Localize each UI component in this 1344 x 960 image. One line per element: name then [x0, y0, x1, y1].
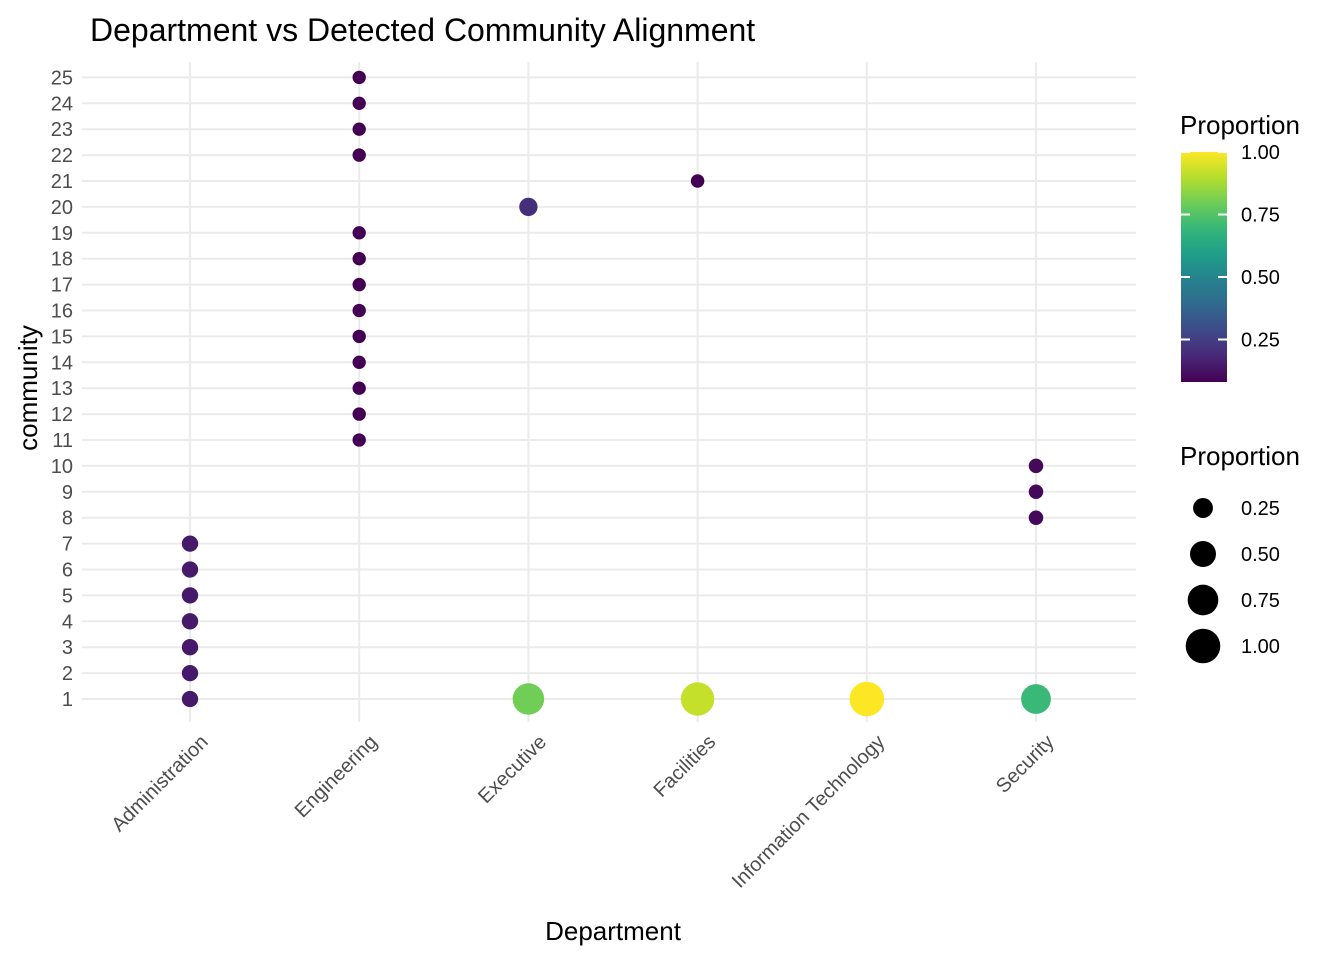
- y-tick-label: 16: [51, 301, 73, 323]
- colorbar-tick-label: 0.25: [1241, 330, 1280, 352]
- y-tick-label: 23: [51, 119, 73, 141]
- y-tick-label: 14: [51, 352, 73, 374]
- data-point: [181, 639, 199, 656]
- data-point: [680, 682, 715, 716]
- data-point: [1028, 510, 1044, 525]
- data-point: [352, 355, 366, 369]
- y-tick-label: 20: [51, 197, 73, 219]
- y-tick-label: 12: [51, 404, 73, 426]
- y-axis-ticks: 1234567891011121314151617181920212223242…: [51, 67, 73, 711]
- y-tick-label: 4: [62, 611, 73, 633]
- colorbar-ticks: 0.25 0.50 0.75 1.00: [1181, 142, 1280, 352]
- data-point: [352, 252, 366, 266]
- size-legend-key: [1193, 498, 1213, 518]
- size-legend: Proportion 0.25 0.50 0.75 1.00: [1180, 441, 1300, 664]
- y-tick-label: 21: [51, 171, 73, 193]
- y-tick-label: 1: [62, 689, 73, 711]
- y-tick-label: 8: [62, 508, 73, 530]
- x-tick-label: Facilities: [650, 731, 721, 802]
- data-point: [352, 226, 366, 240]
- data-point: [512, 683, 545, 715]
- data-point: [352, 96, 366, 110]
- data-point: [352, 70, 366, 85]
- y-tick-label: 18: [51, 249, 73, 271]
- size-legend-key: [1190, 541, 1216, 567]
- color-legend-title: Proportion: [1180, 110, 1300, 140]
- y-tick-label: 7: [62, 534, 73, 556]
- data-point: [352, 407, 366, 421]
- data-point: [181, 587, 199, 604]
- size-legend-label: 0.25: [1241, 498, 1280, 520]
- y-tick-label: 19: [51, 223, 73, 245]
- data-point: [352, 148, 366, 162]
- size-legend-title: Proportion: [1180, 441, 1300, 471]
- x-tick-label: Administration: [107, 731, 212, 836]
- y-tick-label: 10: [51, 456, 73, 478]
- size-legend-key: [1187, 584, 1219, 616]
- colorbar-tick-label: 0.50: [1241, 267, 1280, 289]
- data-point: [181, 561, 199, 578]
- x-tick-label: Engineering: [291, 731, 382, 822]
- data-point: [352, 329, 366, 344]
- y-tick-label: 25: [51, 67, 73, 89]
- colorbar-tick-label: 0.75: [1241, 205, 1280, 227]
- data-point: [181, 690, 199, 708]
- y-axis-title: community: [13, 325, 43, 451]
- data-point: [690, 174, 705, 188]
- x-tick-label: Executive: [474, 731, 551, 808]
- data-point: [1028, 458, 1044, 474]
- y-tick-label: 17: [51, 275, 73, 297]
- y-tick-label: 11: [52, 430, 73, 452]
- size-legend-label: 0.75: [1241, 590, 1280, 612]
- y-tick-label: 15: [51, 326, 73, 348]
- y-tick-label: 6: [62, 560, 73, 582]
- data-point: [352, 381, 366, 395]
- data-point: [1021, 684, 1051, 714]
- data-point: [352, 433, 366, 447]
- color-legend: Proportion 0.25 0.50 0.75 1.00: [1180, 110, 1300, 382]
- data-point: [519, 197, 538, 217]
- size-legend-keys: 0.25 0.50 0.75 1.00: [1185, 498, 1280, 664]
- x-axis-ticks: Administration Engineering Executive Facili…: [107, 731, 1058, 893]
- colorbar-tick-label: 1.00: [1241, 142, 1280, 164]
- data-point: [352, 122, 366, 136]
- data-points: [181, 70, 1051, 717]
- chart-title: Department vs Detected Community Alignme…: [90, 12, 755, 48]
- data-point: [181, 664, 199, 682]
- colorbar: [1181, 152, 1227, 382]
- y-tick-label: 3: [62, 637, 73, 659]
- data-point: [352, 303, 366, 318]
- size-legend-key: [1185, 628, 1221, 664]
- data-point: [181, 613, 199, 630]
- x-axis-title: Department: [545, 916, 682, 946]
- y-tick-label: 2: [62, 663, 73, 685]
- grid: [82, 62, 1136, 722]
- x-tick-label: Security: [992, 731, 1059, 798]
- data-point: [181, 535, 199, 552]
- y-tick-label: 22: [51, 145, 73, 167]
- data-point: [1028, 484, 1044, 500]
- size-legend-label: 0.50: [1241, 544, 1280, 566]
- x-tick-label: Information Technology: [728, 731, 890, 893]
- y-tick-label: 5: [62, 585, 73, 607]
- size-legend-label: 1.00: [1241, 636, 1280, 658]
- y-tick-label: 24: [51, 93, 73, 115]
- data-point: [352, 277, 366, 292]
- data-point: [849, 681, 885, 717]
- y-tick-label: 9: [62, 482, 73, 504]
- y-tick-label: 13: [51, 378, 73, 400]
